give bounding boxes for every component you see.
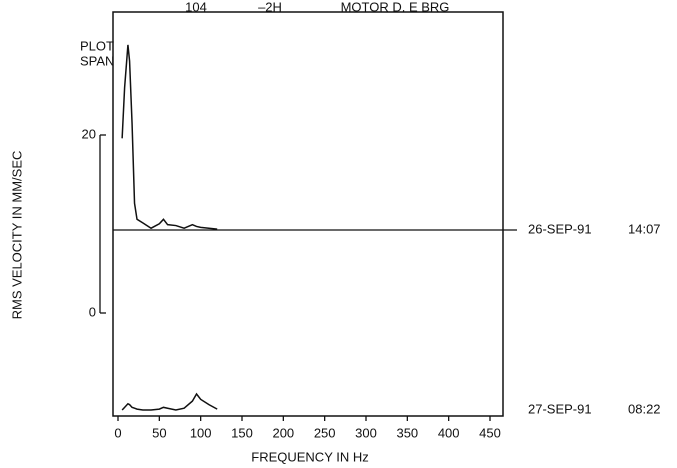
y-axis-label: RMS VELOCITY IN MM/SEC [9, 151, 24, 320]
x-tick-label: 100 [190, 425, 212, 440]
span-tick-label: 20 [82, 126, 96, 141]
x-tick-label: 50 [152, 425, 166, 440]
header-text: MOTOR D. E BRG [341, 0, 450, 14]
span-label: SPAN [80, 53, 114, 68]
span-tick-label: 0 [89, 304, 96, 319]
x-tick-label: 300 [355, 425, 377, 440]
x-tick-label: 150 [231, 425, 253, 440]
series-date: 26-SEP-91 [528, 221, 592, 236]
plot-frame [112, 11, 504, 417]
series-time: 14:07 [628, 221, 661, 236]
header-text: –2H [258, 0, 282, 14]
spectrum-line [121, 392, 218, 411]
x-tick-label: 400 [438, 425, 460, 440]
x-tick-label: 200 [272, 425, 294, 440]
x-tick-label: 450 [479, 425, 501, 440]
spectrum-line [121, 44, 218, 230]
x-tick-label: 250 [314, 425, 336, 440]
x-axis-label: FREQUENCY IN Hz [251, 449, 369, 464]
span-label: PLOT [80, 38, 114, 53]
header-text: 104 [185, 0, 207, 14]
series-time: 08:22 [628, 401, 661, 416]
x-tick-label: 350 [396, 425, 418, 440]
x-tick-label: 0 [114, 425, 121, 440]
series-date: 27-SEP-91 [528, 401, 592, 416]
